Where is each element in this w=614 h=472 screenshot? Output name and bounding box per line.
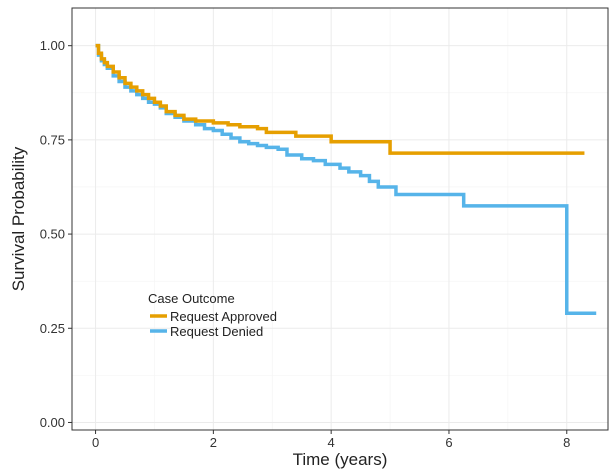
x-tick-label: 6 bbox=[445, 435, 452, 450]
series-line-request-approved bbox=[95, 43, 585, 155]
y-tick-label: 0.00 bbox=[40, 415, 65, 430]
y-tick-label: 0.75 bbox=[40, 132, 65, 147]
y-tick-label: 0.50 bbox=[40, 227, 65, 242]
x-tick-label: 2 bbox=[210, 435, 217, 450]
legend-item-denied: Request Denied bbox=[150, 324, 263, 339]
x-tick-label: 4 bbox=[328, 435, 335, 450]
legend-label-denied: Request Denied bbox=[170, 324, 263, 339]
series-layer bbox=[95, 43, 597, 315]
grid bbox=[72, 8, 608, 430]
legend-title: Case Outcome bbox=[148, 291, 235, 306]
x-axis-title: Time (years) bbox=[293, 450, 388, 469]
y-axis-title: Survival Probability bbox=[9, 146, 28, 291]
x-tick-label: 0 bbox=[92, 435, 99, 450]
series-line-request-denied bbox=[95, 43, 597, 315]
legend: Case Outcome Request Approved Request De… bbox=[148, 291, 277, 339]
plot-panel-border bbox=[71, 7, 609, 431]
legend-item-approved: Request Approved bbox=[150, 309, 277, 324]
legend-label-approved: Request Approved bbox=[170, 309, 277, 324]
y-tick-label: 0.25 bbox=[40, 321, 65, 336]
axes: 0 2 4 6 8 0.00 0.25 0.50 0.75 1.00 bbox=[40, 38, 571, 450]
y-tick-label: 1.00 bbox=[40, 38, 65, 53]
x-tick-label: 8 bbox=[563, 435, 570, 450]
